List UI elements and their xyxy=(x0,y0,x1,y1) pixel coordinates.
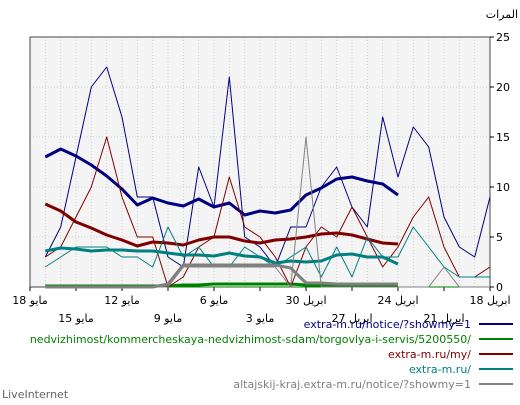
x-tick-label: 12 مايو xyxy=(104,294,140,307)
y-tick-label: 10 xyxy=(496,181,510,194)
x-axis-ticks: 18 ابريل 24 ابريل 30 ابريل 6 مايو 12 مايو 18 … xyxy=(12,287,511,325)
legend-label: altajskij-kraj.extra-m.ru/notice/?showmy… xyxy=(233,378,471,391)
x-tick-label: 6 مايو xyxy=(200,294,229,307)
x-tick-label: 27 ابريل xyxy=(331,312,372,325)
series-lines xyxy=(44,66,491,289)
x-tick-label: 3 مايو xyxy=(246,312,275,325)
legend-label: nedvizhimost/kommercheskaya-nedvizhimost… xyxy=(30,333,471,346)
x-tick-label: 18 ابريل xyxy=(469,294,510,307)
y-axis-ticks: 0 5 10 15 20 25 xyxy=(490,31,510,294)
y-tick-label: 25 xyxy=(496,31,510,44)
series-line-6 xyxy=(44,202,399,248)
legend-label: extra-m.ru/notice/?showmy=1 xyxy=(304,318,471,331)
legend: extra-m.ru/notice/?showmy=1 nedvizhimost/… xyxy=(30,318,513,391)
x-tick-label: 30 ابريل xyxy=(285,294,326,307)
legend-label: extra-m.ru/ xyxy=(409,363,471,376)
x-tick-label: 24 ابريل xyxy=(377,294,418,307)
x-tick-label: 21 ابريل xyxy=(423,312,464,325)
legend-label: extra-m.ru/my/ xyxy=(388,348,471,361)
y-tick-label: 15 xyxy=(496,131,510,144)
series-line-7 xyxy=(45,226,490,278)
y-tick-label: 0 xyxy=(496,281,503,294)
brand-label: LiveInternet xyxy=(2,388,69,401)
y-axis-label: المرات xyxy=(486,8,518,21)
y-tick-label: 5 xyxy=(496,231,503,244)
plot-background xyxy=(30,37,490,287)
series-line-10 xyxy=(45,263,398,289)
x-tick-label: 15 مايو xyxy=(58,312,94,325)
x-tick-label: 18 مايو xyxy=(12,294,48,307)
series-line-8 xyxy=(45,246,399,266)
series-line-5 xyxy=(45,136,491,288)
series-line-1 xyxy=(44,66,491,268)
y-tick-label: 20 xyxy=(496,81,510,94)
x-tick-label: 9 مايو xyxy=(154,312,183,325)
